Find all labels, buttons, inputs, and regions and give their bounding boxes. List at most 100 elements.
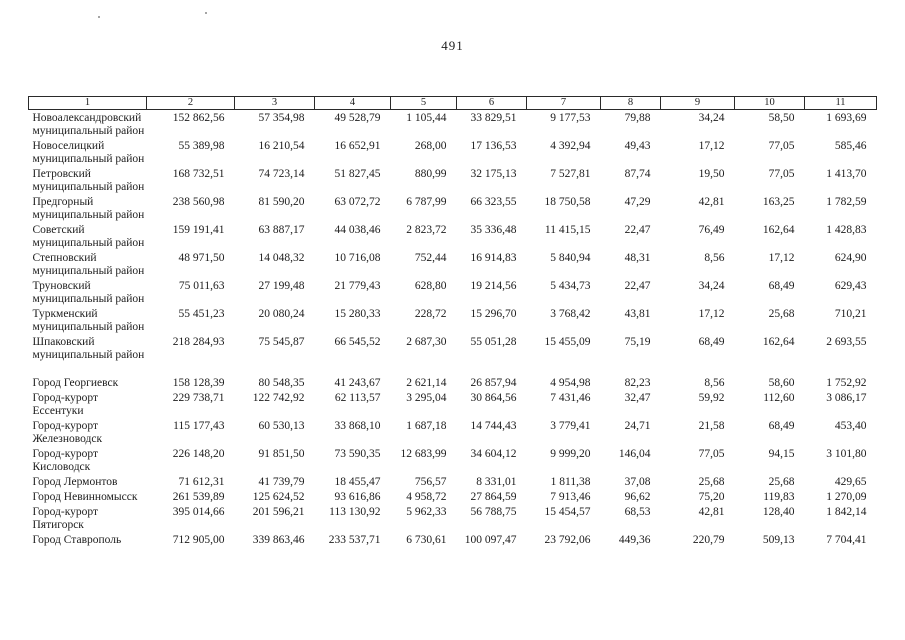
district-name-cell: Туркменский муниципальный район (29, 306, 147, 334)
column-header: 2 (146, 96, 235, 110)
value-cell: 63 072,72 (334, 196, 381, 208)
value-cell: 34 604,12 (470, 448, 517, 460)
district-name-line: Предгорный (32, 196, 94, 208)
value-cell: 48,31 (624, 252, 651, 264)
value-cell: 585,46 (834, 140, 867, 152)
value-cell: 22,47 (624, 280, 651, 292)
district-name-cell: Петровский муниципальный район (29, 166, 147, 194)
value-cell: 34,24 (698, 280, 725, 292)
table-row: Петровский муниципальный район 168 732,51 7… (29, 166, 877, 194)
district-name-cell: Город Невинномысск (29, 489, 147, 504)
value-cell: 125 624,52 (252, 491, 305, 503)
value-cell: 8 331,01 (476, 476, 517, 488)
value-cell: 33 829,51 (470, 112, 517, 124)
table-row: Новоалександровский муниципальный район 15… (29, 110, 877, 139)
district-name-line: Степновский (32, 252, 97, 264)
data-table: 1 2 3 4 5 6 7 8 9 10 11 Новоалександровский муницип… (28, 96, 877, 547)
value-cell: 68,49 (768, 420, 795, 432)
value-cell: 9 177,53 (550, 112, 591, 124)
table-row: Город Георгиевск 158 128,39 80 548,35 41 24… (29, 375, 877, 390)
value-cell: 128,40 (762, 506, 795, 518)
value-cell: 32,47 (624, 392, 651, 404)
district-name-line: Город Георгиевск (32, 377, 119, 389)
value-cell: 34,24 (698, 112, 725, 124)
value-cell: 21,58 (698, 420, 725, 432)
value-cell: 18 455,47 (334, 476, 381, 488)
value-cell: 122 742,92 (252, 392, 305, 404)
district-name-cell: Город-курорт Пятигорск (29, 504, 147, 532)
value-cell: 91 851,50 (258, 448, 305, 460)
table-row: Степновский муниципальный район 48 971,50 1… (29, 250, 877, 278)
value-cell: 7 913,46 (550, 491, 591, 503)
district-name-line: муниципальный район (32, 321, 145, 333)
value-cell: 5 434,73 (550, 280, 591, 292)
value-cell: 93 616,86 (334, 491, 381, 503)
value-cell: 15 455,09 (544, 336, 591, 348)
value-cell: 49,43 (624, 140, 651, 152)
value-cell: 25,68 (768, 308, 795, 320)
value-cell: 226 148,20 (172, 448, 225, 460)
value-cell: 59,92 (698, 392, 725, 404)
value-cell: 228,72 (414, 308, 447, 320)
value-cell: 57 354,98 (258, 112, 305, 124)
table-row: Город-курорт Железноводск 115 177,43 60 530… (29, 418, 877, 446)
value-cell: 12 683,99 (400, 448, 447, 460)
value-cell: 6 787,99 (406, 196, 447, 208)
value-cell: 60 530,13 (258, 420, 305, 432)
district-name-line: Железноводск (32, 433, 103, 445)
district-name-line: муниципальный район (32, 125, 145, 137)
value-cell: 58,50 (768, 112, 795, 124)
value-cell: 14 048,32 (258, 252, 305, 264)
column-header: 9 (660, 96, 735, 110)
value-cell: 1 811,38 (550, 476, 591, 488)
value-cell: 218 284,93 (172, 336, 225, 348)
value-cell: 15 280,33 (334, 308, 381, 320)
value-cell: 1 270,09 (826, 491, 867, 503)
table-row: Новоселицкий муниципальный район 55 389,98… (29, 138, 877, 166)
district-name-line: Шпаковский (32, 336, 95, 348)
value-cell: 71 612,31 (178, 476, 225, 488)
value-cell: 449,36 (618, 534, 651, 546)
value-cell: 3 768,42 (550, 308, 591, 320)
value-cell: 628,80 (414, 280, 447, 292)
value-cell: 2 823,72 (406, 224, 447, 236)
district-name-line: муниципальный район (32, 265, 145, 277)
value-cell: 68,53 (624, 506, 651, 518)
value-cell: 158 128,39 (172, 377, 225, 389)
value-cell: 5 840,94 (550, 252, 591, 264)
value-cell: 79,88 (624, 112, 651, 124)
value-cell: 41 243,67 (334, 377, 381, 389)
value-cell: 1 752,92 (826, 377, 867, 389)
value-cell: 233 537,71 (328, 534, 381, 546)
value-cell: 7 431,46 (550, 392, 591, 404)
value-cell: 47,29 (624, 196, 651, 208)
value-cell: 5 962,33 (406, 506, 447, 518)
value-cell: 1 782,59 (826, 196, 867, 208)
value-cell: 16 914,83 (470, 252, 517, 264)
scan-speck (98, 16, 100, 18)
value-cell: 4 954,98 (550, 377, 591, 389)
value-cell: 8,56 (704, 377, 725, 389)
value-cell: 48 971,50 (178, 252, 225, 264)
district-name-line: Петровский (32, 168, 91, 180)
value-cell: 25,68 (768, 476, 795, 488)
value-cell: 51 827,45 (334, 168, 381, 180)
value-cell: 201 596,21 (252, 506, 305, 518)
district-name-cell: Шпаковский муниципальный район (29, 334, 147, 362)
value-cell: 32 175,13 (470, 168, 517, 180)
value-cell: 146,04 (618, 448, 651, 460)
value-cell: 395 014,66 (172, 506, 225, 518)
value-cell: 3 295,04 (406, 392, 447, 404)
value-cell: 1 413,70 (826, 168, 867, 180)
value-cell: 752,44 (414, 252, 447, 264)
value-cell: 1 693,69 (826, 112, 867, 124)
spacer-row (29, 362, 877, 375)
district-name-line: Город Ставрополь (32, 534, 122, 546)
value-cell: 63 887,17 (258, 224, 305, 236)
value-cell: 268,00 (414, 140, 447, 152)
value-cell: 168 732,51 (172, 168, 225, 180)
district-name-cell: Новоалександровский муниципальный район (29, 110, 147, 139)
value-cell: 163,25 (762, 196, 795, 208)
value-cell: 9 999,20 (550, 448, 591, 460)
